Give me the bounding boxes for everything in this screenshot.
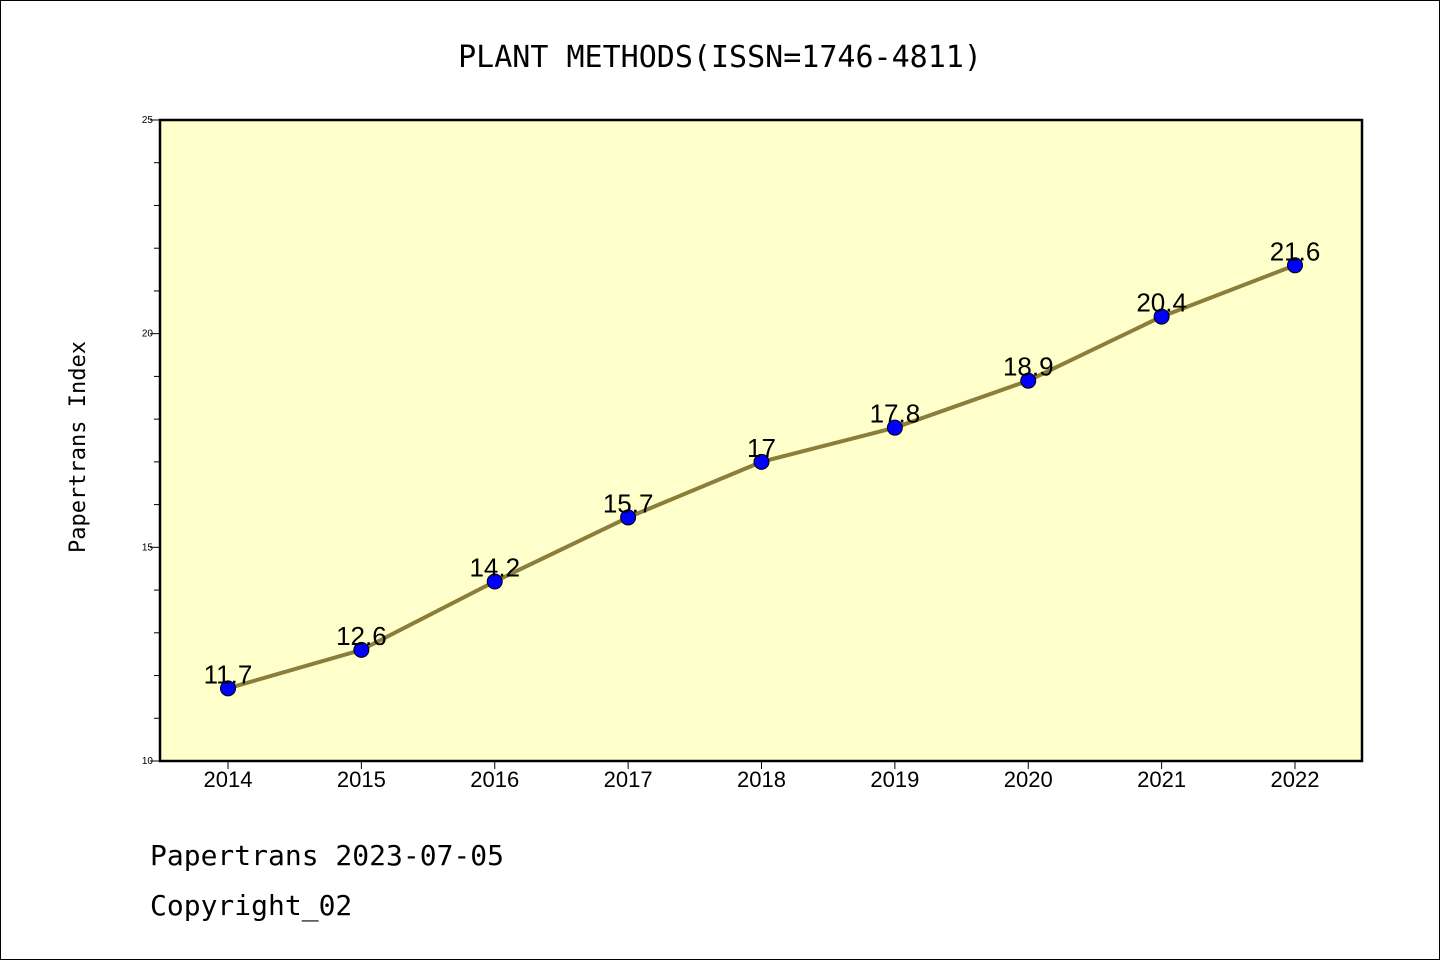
data-point (620, 509, 637, 526)
data-point (753, 453, 770, 470)
series-layer: 11.7 12.6 14.2 15.7 17 17.8 18.9 20.4 21.6 (204, 236, 1321, 697)
data-point (1287, 257, 1303, 274)
y-tick-label: 15 (142, 542, 154, 553)
x-tick-label: 2016 (470, 767, 519, 792)
data-point (353, 641, 370, 658)
x-tick-label: 2015 (337, 767, 386, 792)
data-label: 14.2 (469, 553, 520, 583)
footer-copyright: Copyright_02 (150, 889, 352, 923)
chart-title: PLANT METHODS(ISSN=1746-4811) (458, 40, 982, 75)
x-axis: 2014 2015 2016 2017 2018 2019 2020 2021 2022 (204, 761, 1320, 792)
data-label: 17 (747, 433, 776, 463)
x-tick-label: 2021 (1137, 767, 1186, 792)
x-tick-label: 2019 (870, 767, 919, 792)
x-tick-label: 2017 (604, 767, 653, 792)
data-point (886, 419, 903, 436)
data-label: 21.6 (1270, 236, 1321, 266)
x-tick-label: 2022 (1271, 767, 1320, 792)
y-axis-label: Papertrans Index (66, 341, 91, 553)
y-axis: 10 15 20 25 (142, 115, 160, 767)
data-label: 18.9 (1003, 352, 1054, 382)
data-label: 15.7 (603, 488, 654, 518)
x-tick-label: 2018 (737, 767, 786, 792)
y-tick-label: 25 (142, 115, 154, 126)
data-label: 11.7 (204, 659, 253, 689)
data-point (1020, 372, 1037, 389)
data-point (1153, 308, 1170, 325)
data-point (486, 573, 503, 590)
y-tick-label: 10 (142, 756, 154, 767)
y-tick-label: 20 (142, 329, 154, 340)
x-tick-label: 2014 (204, 767, 253, 792)
x-tick-label: 2020 (1004, 767, 1053, 792)
data-label: 20.4 (1136, 288, 1187, 318)
data-label: 17.8 (870, 399, 921, 429)
footer-date: Papertrans 2023-07-05 (150, 839, 504, 872)
data-point (220, 680, 236, 697)
data-label: 12.6 (336, 621, 387, 651)
